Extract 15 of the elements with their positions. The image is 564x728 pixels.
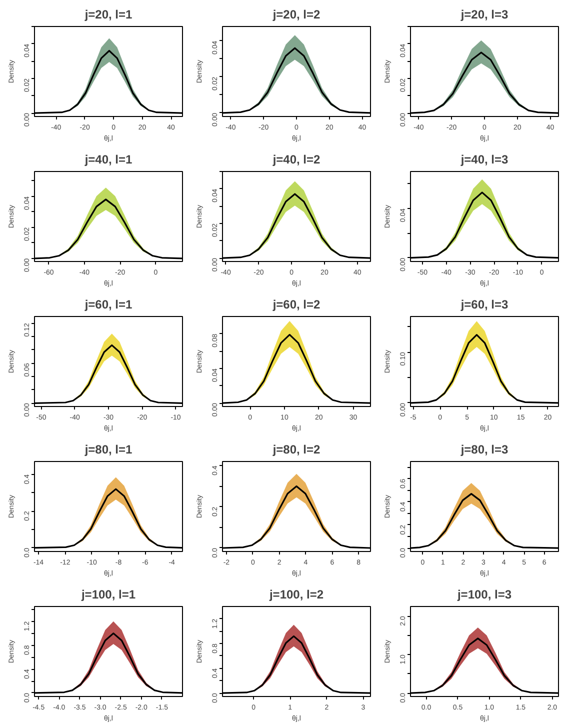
chart-title: j=80, l=3: [460, 442, 509, 456]
chart-title: j=80, l=2: [272, 442, 321, 456]
chart-title: j=60, l=2: [272, 298, 321, 312]
chart-title: j=20, l=3: [460, 8, 509, 22]
chart-title: j=100, l=1: [80, 588, 136, 602]
chart-title: j=40, l=3: [460, 152, 509, 166]
chart-title: j=80, l=1: [84, 442, 133, 456]
chart-title: j=60, l=1: [84, 298, 133, 312]
chart-title: j=100, l=3: [456, 588, 512, 602]
chart-title: j=40, l=2: [272, 152, 321, 166]
chart-title: j=60, l=3: [460, 298, 509, 312]
chart-title: j=40, l=1: [84, 152, 133, 166]
chart-title: j=20, l=1: [84, 8, 133, 22]
chart-title: j=20, l=2: [272, 8, 321, 22]
chart-title: j=100, l=2: [268, 588, 324, 602]
